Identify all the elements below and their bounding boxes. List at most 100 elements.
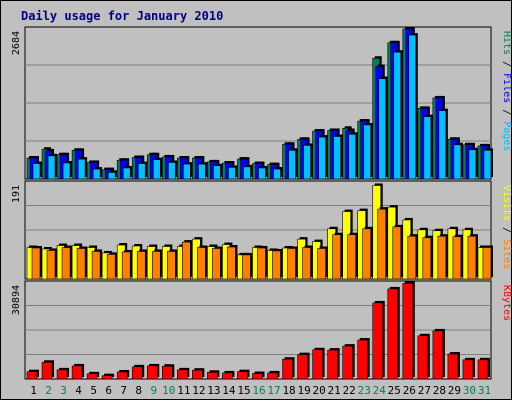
bar-bottom-kbytes-31	[477, 359, 489, 380]
bar-bottom-kbytes-23	[357, 339, 369, 380]
bar-top-pages-7	[122, 167, 131, 180]
bar-middle-sites-2	[46, 250, 56, 280]
bar-top-pages-2	[47, 155, 56, 180]
bar-middle-sites-7	[121, 251, 131, 280]
bar-middle-sites-13	[212, 248, 221, 280]
bar-middle-sites-11	[182, 241, 191, 280]
ymax-label-top: 2684	[11, 31, 22, 55]
x-tick-label-16: 16	[252, 384, 265, 397]
bar-bottom-kbytes-30	[462, 359, 474, 380]
bar-top-pages-26	[408, 34, 417, 180]
x-tick-label-1: 1	[30, 384, 37, 397]
bar-bottom-kbytes-1	[26, 371, 38, 380]
bar-bottom-kbytes-8	[131, 366, 143, 380]
bar-middle-sites-19	[302, 247, 311, 280]
x-tick-label-8: 8	[135, 384, 142, 397]
bar-top-pages-14	[228, 167, 236, 180]
x-tick-label-31: 31	[478, 384, 491, 397]
bar-bottom-kbytes-25	[387, 288, 399, 380]
bar-middle-sites-28	[437, 235, 447, 280]
bar-bottom-kbytes-5	[86, 373, 98, 380]
x-tick-label-21: 21	[328, 384, 341, 397]
legend-sep: /	[501, 55, 512, 73]
legend-sites: Sites	[501, 239, 512, 269]
bar-top-pages-10	[167, 162, 176, 180]
x-tick-label-15: 15	[237, 384, 250, 397]
bar-bottom-kbytes-14	[222, 372, 233, 380]
x-tick-label-28: 28	[433, 384, 446, 397]
bar-bottom-kbytes-20	[312, 349, 323, 380]
bar-top-pages-11	[183, 163, 191, 180]
bar-bottom-kbytes-13	[207, 372, 218, 380]
bar-bottom-kbytes-22	[342, 345, 353, 380]
bar-top-pages-6	[107, 172, 116, 180]
x-tick-label-18: 18	[282, 384, 295, 397]
bar-top-pages-21	[333, 136, 341, 180]
bar-top-pages-22	[348, 134, 356, 180]
bar-top-pages-20	[318, 136, 326, 180]
x-axis-labels: 1 2 3 4 5 6 7 8 9 10 11 12 13 14 15 16 17 18 19 20 21 22 23 24 2…	[30, 384, 491, 397]
bar-top-pages-17	[273, 168, 281, 180]
ymax-label-middle: 191	[11, 185, 22, 203]
bar-middle-sites-25	[392, 226, 402, 280]
x-tick-label-27: 27	[418, 384, 431, 397]
bar-middle-sites-30	[467, 235, 477, 280]
bar-bottom-kbytes-26	[402, 283, 414, 380]
panel-bottom: 30894 KBytes	[11, 280, 512, 380]
bar-top-pages-31	[483, 150, 492, 180]
x-tick-label-30: 30	[463, 384, 476, 397]
x-tick-label-11: 11	[177, 384, 190, 397]
bar-bottom-kbytes-18	[282, 358, 293, 380]
x-tick-label-5: 5	[90, 384, 97, 397]
bar-middle-sites-6	[106, 254, 116, 280]
x-tick-label-20: 20	[313, 384, 326, 397]
legend-files: Files	[501, 73, 512, 103]
bar-bottom-kbytes-24	[372, 302, 384, 380]
bar-bottom-kbytes-19	[297, 354, 308, 380]
chart-title: Daily usage for January 2010	[21, 9, 223, 23]
bar-bottom-kbytes-16	[252, 373, 263, 380]
axis-legend-bottom: KBytes	[501, 285, 512, 321]
x-tick-label-12: 12	[192, 384, 205, 397]
bar-bottom-kbytes-7	[116, 371, 128, 380]
bar-bottom-kbytes-17	[267, 372, 278, 380]
bar-middle-sites-10	[166, 251, 176, 280]
bar-middle-sites-27	[422, 237, 432, 280]
bar-top-pages-28	[438, 110, 447, 180]
legend-kbytes: KBytes	[501, 285, 512, 321]
bar-top-pages-25	[393, 51, 402, 180]
bar-bottom-kbytes-6	[101, 375, 113, 380]
x-tick-label-29: 29	[448, 384, 461, 397]
bar-bottom-kbytes-11	[177, 369, 188, 380]
bar-top-pages-23	[363, 124, 372, 180]
bar-bottom-kbytes-3	[56, 369, 68, 380]
bar-middle-sites-16	[257, 247, 266, 280]
bar-top-pages-8	[137, 163, 146, 180]
bar-top-pages-24	[378, 78, 387, 180]
bar-bottom-kbytes-6-shadow	[104, 373, 115, 377]
x-tick-label-6: 6	[105, 384, 112, 397]
x-tick-label-24: 24	[373, 384, 387, 397]
bar-bottom-kbytes-4	[71, 365, 83, 380]
legend-sep: /	[501, 103, 512, 121]
bar-top-pages-16	[258, 167, 266, 180]
x-tick-label-7: 7	[120, 384, 127, 397]
bar-top-pages-4	[77, 158, 86, 180]
bar-bottom-kbytes-15	[237, 371, 248, 380]
bar-top-pages-3	[62, 162, 71, 180]
bar-middle-sites-4	[76, 248, 86, 280]
bar-top-pages-27	[423, 116, 432, 180]
axis-legend-top: Hits / Files / Pages	[501, 31, 512, 151]
bar-middle-sites-1	[31, 247, 41, 280]
bar-top-pages-1	[32, 163, 41, 180]
bar-middle-sites-17	[272, 250, 281, 280]
legend-pages: Pages	[501, 121, 512, 151]
bar-middle-sites-12	[197, 247, 206, 280]
bar-bottom-kbytes-28	[432, 330, 444, 380]
bar-middle-sites-5	[91, 251, 101, 280]
panel-middle: 191 Visits / Sites	[11, 180, 512, 280]
bar-bottom-kbytes-10	[161, 365, 173, 380]
x-tick-label-22: 22	[343, 384, 356, 397]
bar-top-pages-15	[243, 166, 251, 180]
bar-middle-sites-8	[136, 251, 146, 280]
